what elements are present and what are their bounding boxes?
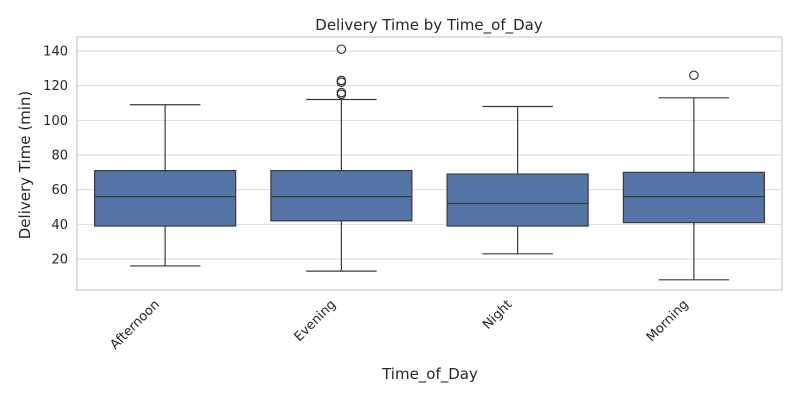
y-axis-label: Delivery Time (min) <box>16 91 34 240</box>
outlier-point-evening-1 <box>336 87 347 98</box>
y-tick-label-80: 80 <box>51 149 68 164</box>
outlier-point-evening-3 <box>336 75 347 86</box>
y-tick-label-100: 100 <box>43 114 68 129</box>
x-tick-label-night: Night <box>480 297 515 332</box>
chart-title: Delivery Time by Time_of_Day <box>315 16 543 35</box>
y-tick-label-40: 40 <box>51 218 68 233</box>
y-tick-labels: 20 40 60 80 100 120 140 <box>43 45 68 268</box>
box-iqr-evening <box>270 170 413 222</box>
box-group-afternoon <box>94 104 237 267</box>
x-axis-label: Time_of_Day <box>381 365 478 384</box>
box-group-night <box>446 105 589 255</box>
box-layer <box>94 44 765 281</box>
x-tick-labels: Afternoon Evening Night Morning <box>108 297 692 352</box>
y-tick-label-60: 60 <box>51 183 68 198</box>
box-group-evening <box>270 44 413 272</box>
box-group-morning <box>622 70 765 281</box>
y-tick-label-20: 20 <box>51 253 68 268</box>
x-tick-label-afternoon: Afternoon <box>108 297 163 352</box>
y-tick-label-140: 140 <box>43 45 68 60</box>
x-tick-label-evening: Evening <box>292 297 340 345</box>
x-tick-label-morning: Morning <box>644 297 692 345</box>
box-iqr-morning <box>622 171 765 224</box>
y-tick-label-120: 120 <box>43 79 68 94</box>
plot-frame <box>76 36 783 291</box>
box-iqr-afternoon <box>94 170 237 227</box>
outlier-point-morning-0 <box>689 70 699 81</box>
box-iqr-night <box>446 173 589 227</box>
grid-layer <box>77 50 782 260</box>
outlier-point-evening-4 <box>336 44 347 55</box>
